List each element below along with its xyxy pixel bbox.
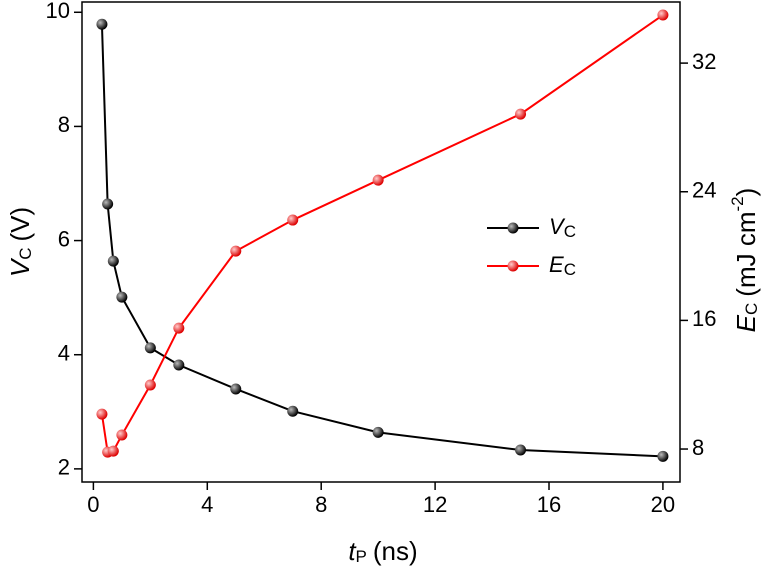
legend-name: V [549,214,566,239]
data-point [102,198,114,210]
data-point [107,445,119,457]
data-point [372,426,384,438]
data-point [96,18,108,30]
data-point [287,214,299,226]
legend-marker [507,260,519,272]
series-line [100,14,664,454]
x-axis-label: tP (ns) [348,536,417,567]
data-point [116,429,128,441]
data-point [657,9,669,21]
legend-label: EC [549,252,576,280]
x-tick-label: 0 [87,492,99,517]
x-tick-label: 8 [315,492,327,517]
y-tick-label: 4 [58,341,70,366]
data-point [144,379,156,391]
data-point [515,108,527,120]
y-tick-label: 8 [58,112,70,137]
series-line [100,24,663,458]
data-point [230,383,242,395]
legend-sub: C [564,260,576,279]
y-tick-label: 6 [58,226,70,251]
legend-label: VC [549,214,576,242]
data-point [230,245,242,257]
y-tick-label: 10 [46,0,70,23]
x-tick-label: 16 [537,492,561,517]
data-point [657,450,669,462]
y-axis-label: VC(V) [5,207,36,277]
data-point [372,174,384,186]
y2-axis-label: EC(mJ cm-2) [728,188,761,333]
y2-tick-label: 8 [692,435,704,460]
x-tick-label: 20 [651,492,675,517]
legend-sub: C [564,222,576,241]
data-point [287,405,299,417]
y2-tick-label: 24 [692,178,716,203]
data-point [515,444,527,456]
data-point [173,322,185,334]
data-point [116,291,128,303]
plot-frame [81,1,681,483]
x-tick-label: 4 [201,492,213,517]
data-point [173,359,185,371]
y2-tick-label: 32 [692,49,716,74]
y-tick-label: 2 [58,455,70,480]
x-tick-label: 12 [423,492,447,517]
data-point [107,255,119,267]
y2-tick-label: 16 [692,306,716,331]
legend-name: E [549,252,564,277]
legend-marker [507,222,519,234]
data-point [144,342,156,354]
data-point [96,408,108,420]
